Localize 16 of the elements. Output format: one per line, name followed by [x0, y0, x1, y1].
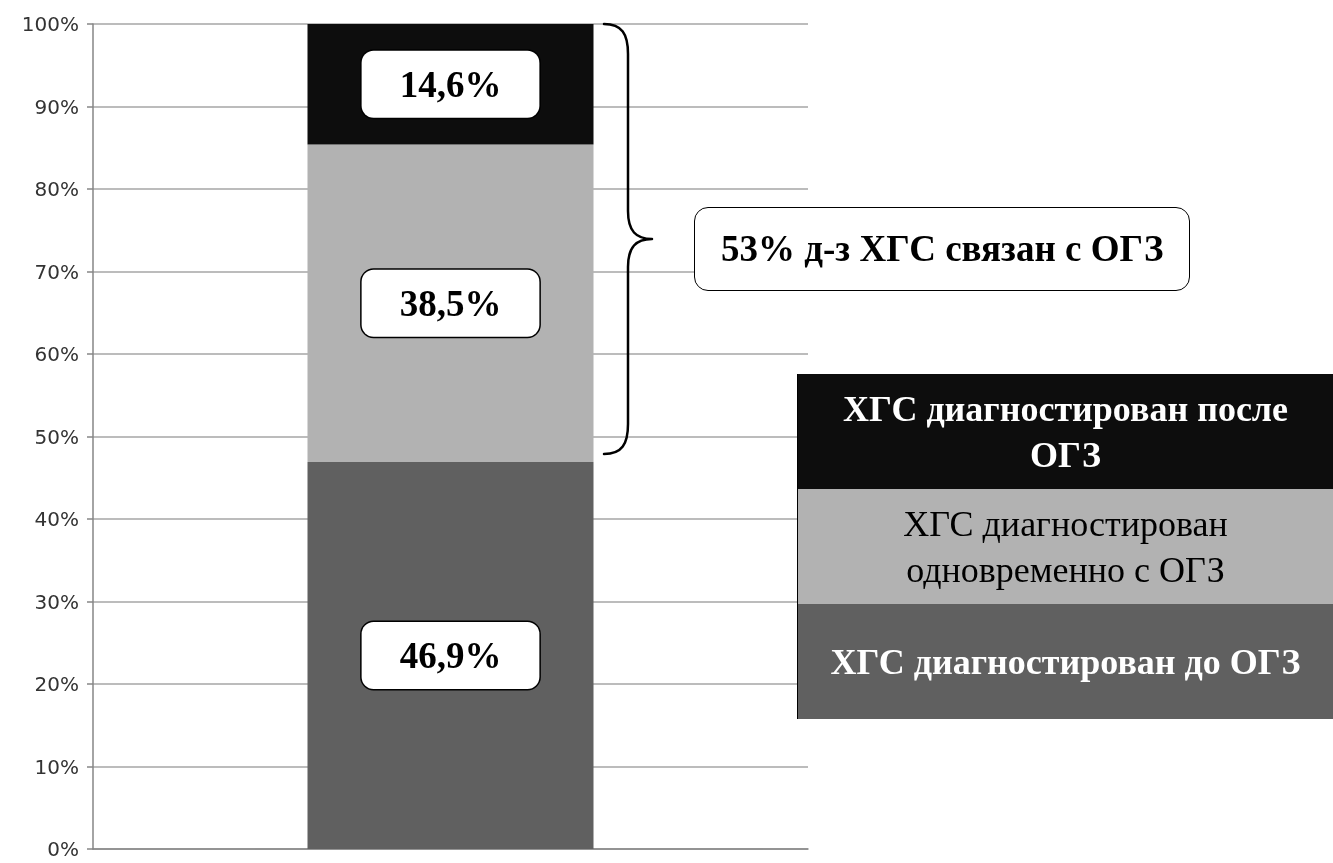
y-tick-label: 50%: [34, 424, 79, 449]
y-tick-label: 70%: [34, 259, 79, 284]
y-tick-label: 0%: [47, 837, 79, 861]
y-tick-label: 30%: [34, 589, 79, 614]
data-label: 38,5%: [399, 282, 502, 324]
y-tick-label: 90%: [34, 94, 79, 119]
annotation: 53% д-з ХГС связан с ОГЗ: [694, 207, 1191, 291]
y-tick-label: 80%: [34, 177, 79, 201]
y-tick-label: 40%: [34, 507, 79, 531]
y-tick-label: 10%: [34, 754, 79, 779]
y-tick-label: 20%: [34, 672, 79, 696]
y-tick-label: 100%: [21, 12, 79, 36]
data-label: 46,9%: [399, 635, 502, 677]
y-tick-label: 60%: [34, 342, 79, 366]
data-label: 14,6%: [399, 63, 502, 105]
legend: ХГС диагностирован после ОГЗ ХГС диагностирован одновременно с ОГЗ ХГС диагностирован до ОГЗ: [797, 374, 1333, 719]
